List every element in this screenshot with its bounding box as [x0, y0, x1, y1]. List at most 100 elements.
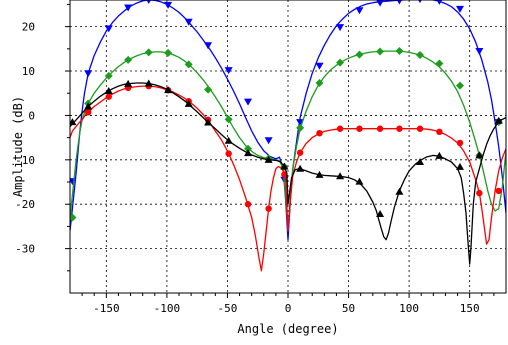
data-point-marker — [475, 151, 484, 159]
data-point-marker — [84, 70, 93, 78]
x-tick-label: 50 — [342, 302, 355, 315]
data-point-marker — [316, 129, 323, 137]
x-tick-label: -150 — [93, 302, 120, 315]
data-point-marker — [84, 102, 93, 110]
y-tick-label: 10 — [22, 65, 35, 78]
y-tick-label: 20 — [22, 21, 35, 34]
data-point-marker — [395, 187, 404, 195]
data-point-marker — [396, 0, 402, 5]
data-point-marker — [296, 149, 304, 156]
data-point-marker — [356, 125, 363, 132]
data-point-marker — [336, 125, 344, 132]
data-point-marker — [416, 51, 425, 60]
data-point-marker — [355, 50, 364, 59]
data-point-marker — [475, 48, 484, 56]
x-tick-label: -50 — [218, 302, 238, 315]
data-point-marker — [204, 118, 213, 126]
series-line — [70, 85, 506, 272]
data-point-marker — [144, 48, 153, 57]
y-tick-label: -10 — [15, 154, 35, 167]
data-point-marker — [244, 98, 253, 106]
data-point-marker — [265, 205, 272, 212]
data-point-marker — [355, 7, 364, 15]
y-tick-label: -20 — [15, 198, 35, 211]
y-axis-label: Amplitude (dB) — [11, 96, 25, 197]
data-point-marker — [124, 79, 133, 87]
data-point-marker — [244, 201, 252, 208]
y-tick-label: 0 — [28, 109, 35, 122]
data-point-marker — [435, 59, 444, 68]
data-point-marker — [224, 67, 233, 75]
data-point-marker — [164, 48, 173, 57]
data-point-marker — [124, 55, 133, 64]
y-tick-label: -30 — [15, 243, 35, 256]
data-point-marker — [416, 125, 424, 132]
data-point-marker — [376, 125, 384, 132]
x-tick-label: 0 — [285, 302, 292, 315]
data-point-marker — [264, 137, 273, 145]
data-point-marker — [355, 177, 364, 185]
data-point-marker — [70, 213, 77, 222]
data-point-marker — [184, 18, 193, 26]
data-point-marker — [244, 149, 253, 157]
data-point-marker — [436, 0, 443, 5]
data-point-marker — [494, 116, 503, 124]
data-point-marker — [224, 136, 233, 144]
data-point-marker — [376, 209, 385, 217]
data-point-marker — [224, 115, 233, 124]
data-point-marker — [336, 172, 345, 180]
series-group — [70, 79, 506, 265]
data-point-marker — [184, 99, 193, 107]
data-point-marker — [436, 128, 443, 136]
series-layer — [70, 0, 506, 272]
data-point-marker — [455, 5, 464, 13]
data-point-marker — [455, 162, 464, 170]
data-point-marker — [104, 25, 113, 33]
series-line — [70, 82, 506, 265]
data-point-marker — [244, 144, 253, 153]
data-point-marker — [456, 139, 464, 147]
data-point-marker — [435, 151, 444, 159]
x-tick-label: 100 — [399, 302, 419, 315]
grid — [70, 0, 506, 293]
data-point-marker — [296, 164, 305, 172]
data-point-marker — [264, 155, 273, 163]
data-point-marker — [336, 24, 345, 32]
data-point-marker — [184, 60, 193, 69]
data-point-marker — [124, 4, 133, 12]
data-point-marker — [315, 170, 324, 178]
data-point-marker — [70, 118, 77, 126]
data-point-marker — [84, 109, 92, 116]
x-tick-label: 150 — [460, 302, 480, 315]
data-point-marker — [296, 119, 305, 127]
data-point-marker — [296, 123, 305, 132]
data-point-marker — [376, 47, 385, 56]
data-point-marker — [204, 85, 213, 94]
data-point-marker — [376, 0, 384, 7]
data-point-marker — [336, 58, 345, 67]
data-point-marker — [104, 87, 113, 95]
data-point-marker — [104, 71, 113, 80]
data-point-marker — [225, 150, 232, 157]
data-point-marker — [105, 93, 112, 100]
data-point-marker — [495, 187, 502, 195]
data-point-marker — [396, 125, 403, 132]
data-point-marker — [164, 86, 173, 94]
data-point-marker — [315, 62, 324, 70]
data-point-marker — [315, 79, 324, 88]
data-point-marker — [476, 189, 483, 197]
data-point-marker — [164, 1, 173, 9]
data-point-marker — [395, 47, 404, 56]
data-point-marker — [418, 0, 422, 4]
data-point-marker — [455, 81, 464, 90]
data-point-marker — [281, 171, 288, 178]
data-point-marker — [416, 158, 425, 166]
data-point-marker — [204, 42, 213, 50]
data-point-marker — [144, 79, 153, 87]
data-point-marker — [146, 0, 152, 4]
x-axis-label: Angle (degree) — [237, 322, 338, 336]
data-point-marker — [280, 162, 289, 170]
